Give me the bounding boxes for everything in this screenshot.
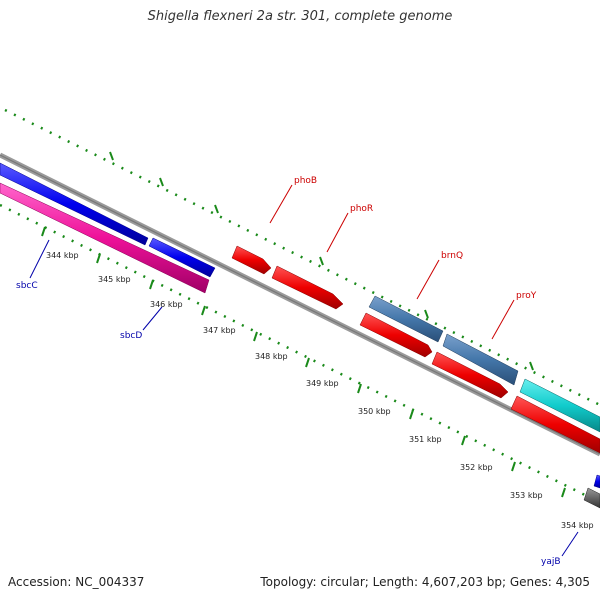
kbp-tick-labels: 344 kbp 345 kbp 346 kbp 347 kbp 348 kbp …	[46, 251, 594, 530]
gene-label-proY[interactable]: proY	[516, 291, 537, 301]
gene-label-phoB[interactable]: phoB	[294, 176, 317, 186]
gene-arrow-phoB[interactable]	[231, 245, 272, 275]
outer-major-ticks	[109, 151, 534, 371]
tick-label: 347 kbp	[203, 326, 236, 335]
gene-arrow-sbcC[interactable]	[0, 162, 149, 246]
tick-label: 346 kbp	[150, 300, 183, 309]
tick-label: 348 kbp	[255, 352, 288, 361]
tick-label: 345 kbp	[98, 275, 131, 284]
accession-label: Accession: NC_004337	[8, 575, 145, 589]
gene-arrow-yajB[interactable]	[593, 474, 600, 489]
genome-backbone	[0, 152, 600, 457]
gene-labels: phoB phoR brnQ proY sbcC sbcD yajB	[16, 176, 561, 567]
tick-label: 349 kbp	[306, 379, 339, 388]
gene-arrow-brnQ[interactable]	[368, 295, 444, 343]
kbp-scale	[41, 226, 566, 498]
gene-callouts	[29, 184, 579, 557]
inner-tick-ring	[0, 203, 596, 502]
gene-arrow-red-right[interactable]	[510, 395, 600, 454]
tick-label: 351 kbp	[409, 435, 442, 444]
tick-label: 350 kbp	[358, 407, 391, 416]
tick-label: 352 kbp	[460, 463, 493, 472]
gene-arrow-phoR[interactable]	[271, 265, 344, 310]
tick-label: 353 kbp	[510, 491, 543, 500]
gene-label-sbcD[interactable]: sbcD	[120, 331, 142, 341]
gene-arrow-proY-part2[interactable]	[431, 351, 509, 399]
gene-arrow-proY[interactable]	[359, 312, 433, 358]
outer-tick-ring	[4, 108, 600, 407]
gene-arrow-sbcD[interactable]	[0, 182, 210, 294]
tick-label: 354 kbp	[561, 521, 594, 530]
gene-arrow-cyan[interactable]	[519, 378, 600, 433]
gene-label-yajB[interactable]: yajB	[541, 557, 561, 567]
tick-label: 344 kbp	[46, 251, 79, 260]
gene-label-brnQ[interactable]: brnQ	[441, 251, 463, 261]
gene-features	[0, 162, 600, 509]
genome-summary: Topology: circular; Length: 4,607,203 bp…	[260, 575, 590, 589]
gene-arrow-brnQ-part2[interactable]	[442, 333, 519, 386]
gene-arrow-gray-bottom[interactable]	[583, 487, 600, 509]
map-title: Shigella flexneri 2a str. 301, complete …	[147, 9, 453, 24]
gene-label-phoR[interactable]: phoR	[350, 204, 373, 214]
gene-arrow-sbcC-part2[interactable]	[148, 237, 216, 278]
gene-label-sbcC[interactable]: sbcC	[16, 281, 38, 291]
